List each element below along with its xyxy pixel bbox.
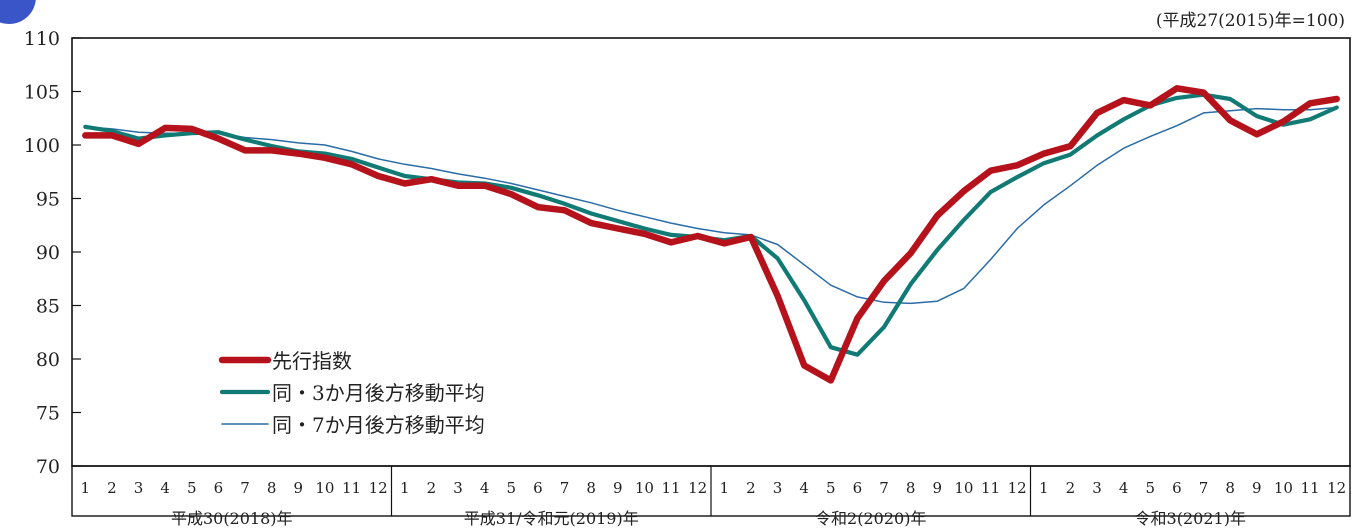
x-tick-label-month: 11 [981,479,1000,497]
series-lines [82,85,1340,384]
x-tick-label-month: 9 [1252,479,1262,497]
x-tick-label-month: 8 [586,479,596,497]
x-tick-label-month: 12 [1327,479,1346,497]
legend-label: 先行指数 [272,349,352,373]
x-year-label: 令和3(2021)年 [1135,509,1246,528]
x-tick-label-month: 3 [773,479,783,497]
x-tick-label-month: 7 [240,479,250,497]
x-tick-label-month: 6 [1172,479,1182,497]
x-tick-label-month: 5 [187,479,197,497]
x-tick-label-month: 1 [81,479,91,497]
x-year-label: 令和2(2020)年 [815,509,926,528]
x-tick-label-month: 6 [533,479,543,497]
x-tick-label-month: 11 [662,479,681,497]
x-year-label: 平成30(2018)年 [171,509,293,528]
x-tick-label-month: 1 [400,479,410,497]
x-tick-label-month: 11 [1301,479,1320,497]
x-tick-label-month: 3 [453,479,463,497]
y-tick-label: 80 [36,349,60,371]
legend-label: 同・7か月後方移動平均 [272,413,485,437]
x-tick-label-month: 4 [799,479,809,497]
x-tick-label-month: 2 [107,479,117,497]
y-tick-label: 110 [24,28,60,50]
x-tick-label-month: 3 [1092,479,1102,497]
x-tick-label-month: 11 [342,479,361,497]
x-tick-label-month: 8 [906,479,916,497]
x-tick-label-month: 1 [1039,479,1049,497]
base-year-note: (平成27(2015)年=100) [1155,11,1345,31]
series-line [84,106,1338,305]
x-year-label: 平成31/令和元(2019)年 [464,509,639,528]
x-tick-label-month: 6 [214,479,224,497]
y-axis: 110 105 100 95 90 85 80 75 70 [24,28,81,478]
x-tick-label-month: 4 [480,479,490,497]
x-tick-label-month: 2 [1066,479,1076,497]
x-tick-label-month: 12 [688,479,707,497]
y-tick-label: 95 [36,189,60,211]
x-tick-label-month: 10 [954,479,973,497]
x-tick-label-month: 8 [1225,479,1235,497]
x-tick-label-month: 4 [160,479,170,497]
x-tick-label-month: 3 [134,479,144,497]
x-tick-label-month: 10 [1274,479,1293,497]
series-line [83,92,1339,357]
y-tick-label: 90 [36,242,60,264]
x-tick-label-month: 8 [267,479,277,497]
y-tick-label: 85 [36,296,60,318]
x-tick-label-month: 5 [826,479,836,497]
series-line [82,85,1340,384]
x-tick-label-month: 9 [933,479,943,497]
y-tick-label: 100 [24,135,60,157]
plot-frame [71,37,1351,517]
x-tick-label-month: 10 [635,479,654,497]
x-tick-label-month: 4 [1119,479,1129,497]
x-tick-label-month: 10 [315,479,334,497]
x-tick-label-month: 6 [853,479,863,497]
x-tick-label-month: 7 [560,479,570,497]
x-tick-label-month: 7 [879,479,889,497]
x-tick-label-month: 1 [720,479,730,497]
x-tick-label-month: 9 [613,479,623,497]
x-tick-label-month: 12 [1008,479,1027,497]
y-tick-label: 75 [36,403,60,425]
y-tick-label: 70 [36,456,60,478]
x-tick-label-month: 7 [1199,479,1209,497]
y-tick-label: 105 [24,82,60,104]
legend-label: 同・3か月後方移動平均 [272,381,485,405]
x-tick-label-month: 9 [294,479,304,497]
x-tick-label-month: 5 [1146,479,1156,497]
x-tick-label-month: 2 [746,479,756,497]
x-tick-label-month: 2 [427,479,437,497]
x-tick-label-month: 12 [369,479,388,497]
x-tick-label-month: 5 [507,479,517,497]
